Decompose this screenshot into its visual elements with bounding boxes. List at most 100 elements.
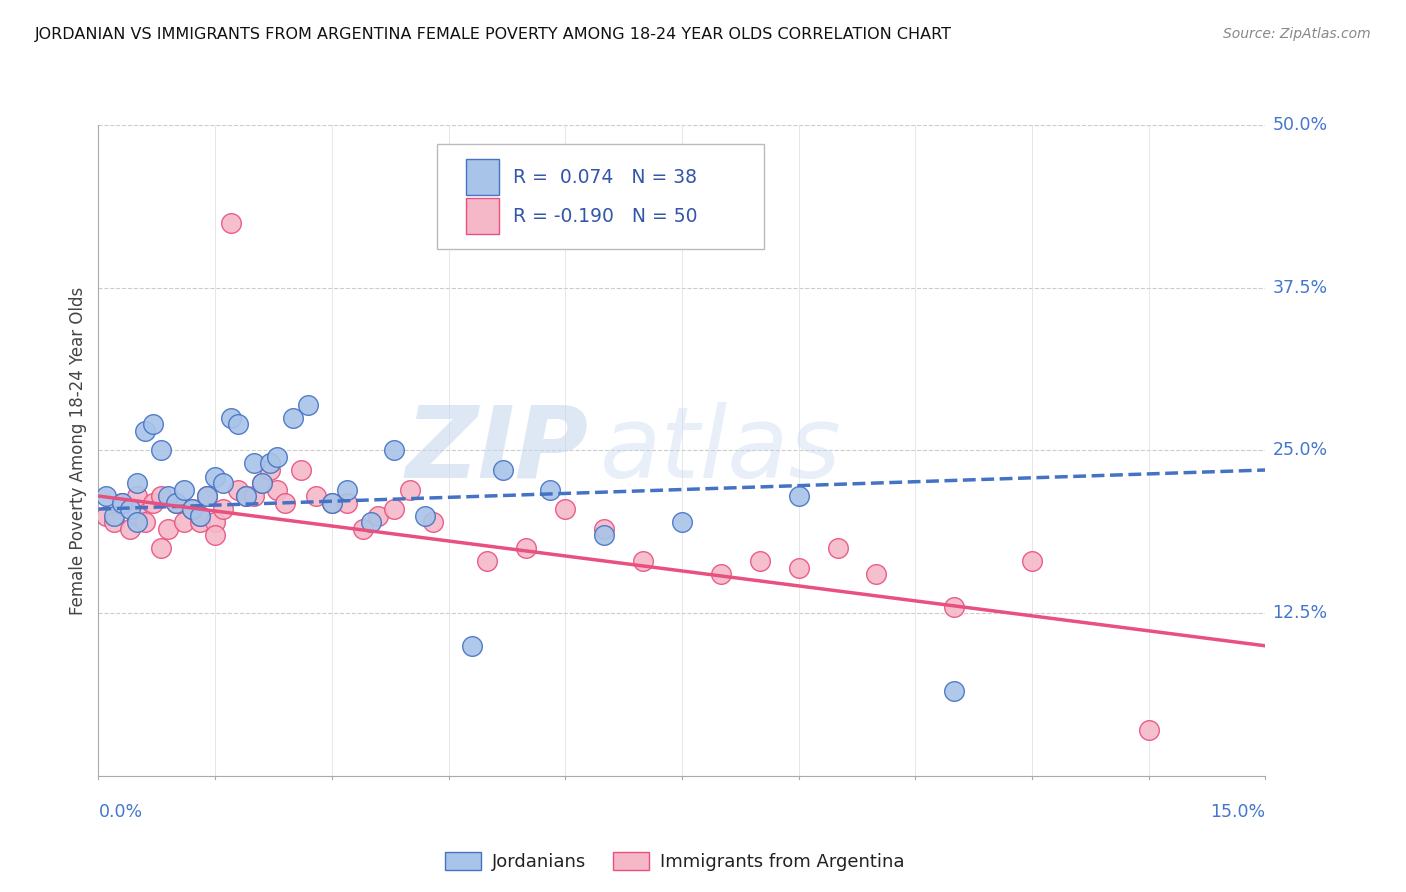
Point xyxy=(142,417,165,432)
Point xyxy=(336,483,359,497)
Point xyxy=(422,515,444,529)
Point xyxy=(243,457,266,471)
Point xyxy=(321,495,343,509)
Point xyxy=(228,483,250,497)
Point xyxy=(149,489,172,503)
Point xyxy=(461,639,484,653)
Text: 0.0%: 0.0% xyxy=(98,803,142,821)
Point xyxy=(127,508,149,523)
Point xyxy=(413,508,436,523)
Point xyxy=(710,567,733,582)
Text: 37.5%: 37.5% xyxy=(1272,278,1327,297)
Point xyxy=(865,567,887,582)
Point xyxy=(492,463,515,477)
Point xyxy=(118,502,141,516)
Point xyxy=(173,515,195,529)
Point xyxy=(111,495,134,509)
Point xyxy=(281,410,304,425)
Point xyxy=(165,495,187,509)
Point xyxy=(748,554,770,568)
Point xyxy=(943,599,966,614)
Point xyxy=(134,424,156,438)
Point xyxy=(787,489,810,503)
Point xyxy=(127,515,149,529)
Point xyxy=(477,554,499,568)
Point xyxy=(212,502,235,516)
Point xyxy=(127,476,149,491)
Point xyxy=(360,515,382,529)
Point xyxy=(593,528,616,542)
Point xyxy=(943,684,966,698)
Point xyxy=(149,541,172,555)
Text: 12.5%: 12.5% xyxy=(1272,604,1327,623)
Point xyxy=(266,483,288,497)
Point xyxy=(1137,723,1160,738)
Point xyxy=(157,489,180,503)
Point xyxy=(180,502,202,516)
Point xyxy=(96,508,118,523)
Point xyxy=(204,515,226,529)
Point xyxy=(827,541,849,555)
Point xyxy=(111,495,134,509)
Point xyxy=(96,489,118,503)
Point xyxy=(195,489,218,503)
Point xyxy=(173,483,195,497)
Point xyxy=(290,463,312,477)
Point xyxy=(1021,554,1043,568)
Point xyxy=(336,495,359,509)
Point xyxy=(188,508,211,523)
Point xyxy=(195,489,218,503)
Point xyxy=(787,560,810,574)
Point xyxy=(235,489,257,503)
Point xyxy=(297,398,319,412)
Point xyxy=(212,476,235,491)
Text: ZIP: ZIP xyxy=(405,402,589,499)
Point xyxy=(228,417,250,432)
Point xyxy=(142,495,165,509)
Point xyxy=(671,515,693,529)
Point xyxy=(266,450,288,464)
Point xyxy=(259,457,281,471)
Point xyxy=(352,522,374,536)
Y-axis label: Female Poverty Among 18-24 Year Olds: Female Poverty Among 18-24 Year Olds xyxy=(69,286,87,615)
Point xyxy=(118,522,141,536)
Point xyxy=(593,522,616,536)
Point xyxy=(382,502,405,516)
Text: R = -0.190   N = 50: R = -0.190 N = 50 xyxy=(513,207,697,226)
Point xyxy=(631,554,654,568)
Point xyxy=(157,522,180,536)
Point xyxy=(554,502,576,516)
Point xyxy=(250,476,273,491)
Point xyxy=(321,495,343,509)
Point xyxy=(103,508,125,523)
FancyBboxPatch shape xyxy=(437,145,763,249)
Point xyxy=(382,443,405,458)
Point xyxy=(204,528,226,542)
Point xyxy=(165,495,187,509)
Text: 25.0%: 25.0% xyxy=(1272,442,1327,459)
Text: atlas: atlas xyxy=(600,402,842,499)
Point xyxy=(149,443,172,458)
Point xyxy=(243,489,266,503)
Point xyxy=(219,410,242,425)
Text: Source: ZipAtlas.com: Source: ZipAtlas.com xyxy=(1223,27,1371,41)
Point xyxy=(134,515,156,529)
Point xyxy=(204,469,226,483)
Point xyxy=(398,483,420,497)
Text: 50.0%: 50.0% xyxy=(1272,116,1327,134)
Point xyxy=(188,515,211,529)
Text: R =  0.074   N = 38: R = 0.074 N = 38 xyxy=(513,168,697,186)
Point xyxy=(538,483,561,497)
Point xyxy=(235,489,257,503)
Text: 15.0%: 15.0% xyxy=(1211,803,1265,821)
Point xyxy=(515,541,537,555)
Legend: Jordanians, Immigrants from Argentina: Jordanians, Immigrants from Argentina xyxy=(437,845,912,879)
FancyBboxPatch shape xyxy=(465,160,499,195)
Point xyxy=(127,489,149,503)
Point xyxy=(305,489,328,503)
Point xyxy=(103,515,125,529)
Point xyxy=(250,476,273,491)
Point xyxy=(259,463,281,477)
Text: JORDANIAN VS IMMIGRANTS FROM ARGENTINA FEMALE POVERTY AMONG 18-24 YEAR OLDS CORR: JORDANIAN VS IMMIGRANTS FROM ARGENTINA F… xyxy=(35,27,952,42)
Point xyxy=(180,502,202,516)
